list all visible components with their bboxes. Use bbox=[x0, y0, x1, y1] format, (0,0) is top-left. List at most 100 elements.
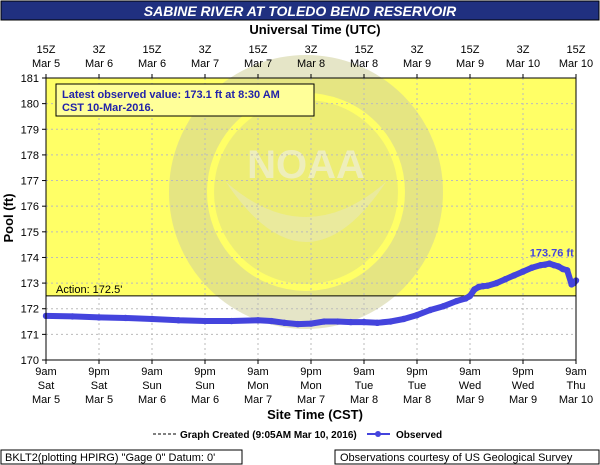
x-tick-top-label: 3Z bbox=[305, 44, 318, 56]
x-tick-bottom-label: Mon bbox=[300, 380, 321, 392]
x-tick-top-label: 3Z bbox=[411, 44, 424, 56]
x-tick-bottom-label: Mar 9 bbox=[509, 394, 537, 406]
footer-left-text: BKLT2(plotting HPIRG) "Gage 0" Datum: 0' bbox=[5, 452, 215, 464]
x-tick-bottom-label: 9pm bbox=[194, 366, 215, 378]
latest-value-box bbox=[55, 83, 315, 117]
legend-created-label: Graph Created (9:05AM Mar 10, 2016) bbox=[180, 430, 357, 441]
series-observed-point bbox=[510, 272, 518, 279]
x-tick-top-label: Mar 8 bbox=[350, 58, 378, 70]
x-tick-bottom-label: Mar 8 bbox=[403, 394, 431, 406]
series-observed-point bbox=[307, 320, 315, 327]
y-tick-label: 176 bbox=[21, 201, 39, 213]
x-tick-bottom-label: Mar 7 bbox=[297, 394, 325, 406]
x-tick-bottom-label: Mar 6 bbox=[138, 394, 166, 406]
x-tick-bottom-label: 9pm bbox=[300, 366, 321, 378]
x-tick-bottom-label: Mar 8 bbox=[350, 394, 378, 406]
x-tick-bottom-label: Wed bbox=[512, 380, 534, 392]
x-tick-bottom-label: 9am bbox=[353, 366, 374, 378]
y-tick-label: 178 bbox=[21, 150, 39, 162]
series-observed-point bbox=[400, 315, 407, 323]
plot-area: NOAA Action: 172.5' Latest observed value:… bbox=[21, 44, 593, 406]
series-observed-point bbox=[484, 282, 491, 289]
y-tick-label: 173 bbox=[21, 278, 39, 290]
x-tick-bottom-label: Tue bbox=[355, 380, 374, 392]
x-tick-top-label: 15Z bbox=[143, 44, 162, 56]
x-tick-bottom-label: 9am bbox=[35, 366, 56, 378]
x-tick-top-label: Mar 10 bbox=[559, 58, 593, 70]
x-tick-bottom-label: Mar 6 bbox=[191, 394, 219, 406]
series-observed-point bbox=[453, 297, 460, 305]
x-tick-bottom-label: 9am bbox=[459, 366, 480, 378]
series-observed-point bbox=[294, 320, 301, 328]
series-observed-point bbox=[334, 318, 341, 325]
x-tick-bottom-label: Wed bbox=[459, 380, 481, 392]
noaa-watermark-gull bbox=[226, 182, 386, 242]
noaa-watermark-disc bbox=[214, 100, 398, 284]
y-tick-label: 170 bbox=[21, 355, 39, 367]
x-tick-top-label: Mar 6 bbox=[138, 58, 166, 70]
y-tick-label: 172 bbox=[21, 304, 39, 316]
x-tick-top-label: 15Z bbox=[567, 44, 586, 56]
noaa-watermark-logo-text: NOAA bbox=[247, 143, 365, 187]
x-tick-top-label: 15Z bbox=[37, 44, 56, 56]
series-observed-point bbox=[502, 276, 509, 283]
x-tick-top-label: Mar 9 bbox=[456, 58, 484, 70]
x-tick-top-label: Mar 5 bbox=[32, 58, 60, 70]
x-tick-bottom-label: Mar 7 bbox=[244, 394, 272, 406]
x-tick-bottom-label: Sat bbox=[91, 380, 108, 392]
x-tick-top-label: Mar 8 bbox=[297, 58, 325, 70]
legend-observed-label: Observed bbox=[396, 430, 442, 441]
series-observed-point bbox=[374, 319, 381, 327]
y-tick-label: 181 bbox=[21, 73, 39, 85]
x-tick-top-label: 3Z bbox=[199, 44, 212, 56]
legend-observed-marker bbox=[375, 431, 381, 437]
y-tick-label: 174 bbox=[21, 252, 39, 264]
series-observed-point bbox=[228, 317, 235, 325]
x-tick-bottom-label: 9am bbox=[247, 366, 268, 378]
series-observed-point bbox=[360, 318, 368, 326]
series-observed-point bbox=[440, 302, 447, 310]
peak-value-label: 173.76 ft bbox=[530, 248, 574, 260]
footer-right-box bbox=[334, 449, 600, 465]
x-tick-bottom-label: Sun bbox=[142, 380, 162, 392]
x-axis-label: Site Time (CST) bbox=[267, 407, 363, 422]
y-tick-label: 177 bbox=[21, 176, 39, 188]
x-tick-bottom-label: Mon bbox=[247, 380, 268, 392]
x-tick-bottom-label: Tue bbox=[408, 380, 427, 392]
series-observed-point bbox=[148, 315, 156, 323]
x-tick-bottom-label: 9am bbox=[141, 366, 162, 378]
x-tick-top-label: Mar 9 bbox=[403, 58, 431, 70]
x-tick-bottom-label: 9am bbox=[565, 366, 586, 378]
x-tick-bottom-label: 9pm bbox=[406, 366, 427, 378]
noaa-watermark-ring bbox=[169, 55, 443, 329]
series-observed-point bbox=[519, 268, 527, 275]
x-tick-top-label: 3Z bbox=[517, 44, 530, 56]
latest-value-text: Latest observed value: 173.1 ft at 8:30 … bbox=[62, 89, 280, 114]
x-tick-bottom-label: Mar 9 bbox=[456, 394, 484, 406]
x-tick-bottom-label: Mar 5 bbox=[85, 394, 113, 406]
series-observed-point bbox=[563, 267, 571, 274]
x-tick-bottom-label: Thu bbox=[567, 380, 586, 392]
x-tick-bottom-label: Mar 5 bbox=[32, 394, 60, 406]
series-observed-point bbox=[528, 264, 536, 271]
y-tick-label: 175 bbox=[21, 227, 39, 239]
series-observed-point bbox=[95, 314, 103, 321]
x-tick-top-label: 15Z bbox=[355, 44, 374, 56]
series-observed-point bbox=[427, 306, 434, 314]
x-tick-top-label: Mar 6 bbox=[85, 58, 113, 70]
series-observed-point bbox=[466, 292, 474, 300]
footer-right-text: Observations courtesy of US Geological S… bbox=[340, 452, 573, 464]
series-observed-point bbox=[493, 279, 500, 287]
series-observed-point bbox=[201, 317, 209, 325]
series-observed-point bbox=[175, 317, 182, 324]
x-tick-top-label: Mar 7 bbox=[244, 58, 272, 70]
series-observed-point bbox=[268, 317, 275, 325]
x-tick-bottom-label: 9pm bbox=[512, 366, 533, 378]
x-tick-top-label: 3Z bbox=[93, 44, 106, 56]
series-observed-point bbox=[413, 311, 421, 319]
series-observed-point bbox=[387, 318, 394, 325]
y-tick-label: 180 bbox=[21, 99, 39, 111]
series-observed-point bbox=[321, 318, 328, 325]
x-tick-top-label: 15Z bbox=[461, 44, 480, 56]
x-tick-bottom-label: Sat bbox=[38, 380, 55, 392]
